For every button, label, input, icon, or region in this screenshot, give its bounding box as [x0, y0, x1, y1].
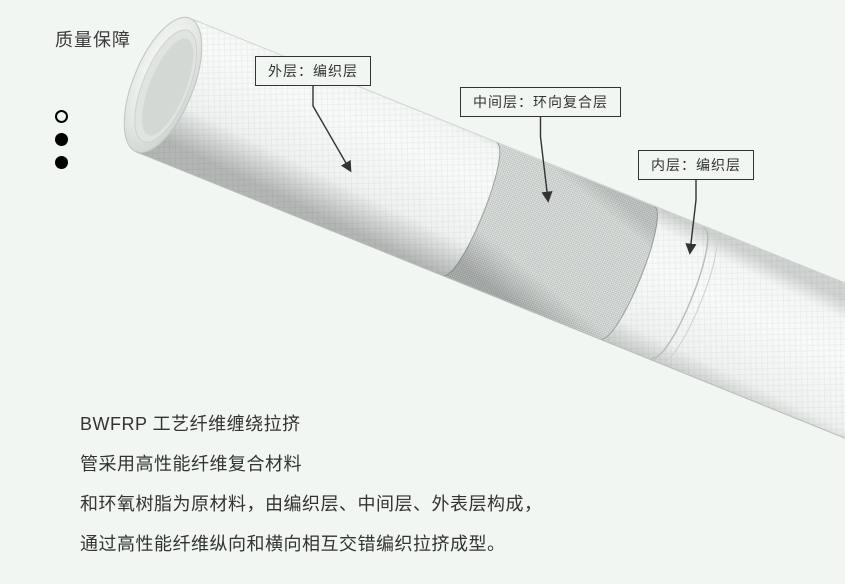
layer-label-inner: 内层：编织层 [638, 150, 754, 180]
description-line-2: 和环氧树脂为原材料，由编织层、中间层、外表层构成， [80, 484, 543, 524]
layer-label-middle: 中间层：环向复合层 [460, 87, 621, 117]
description-line-0: BWFRP 工艺纤维缠绕拉挤 [80, 404, 543, 444]
description-text: BWFRP 工艺纤维缠绕拉挤管采用高性能纤维复合材料和环氧树脂为原材料，由编织层… [80, 404, 543, 564]
description-line-3: 通过高性能纤维纵向和横向相互交错编织拉挤成型。 [80, 524, 543, 564]
description-line-1: 管采用高性能纤维复合材料 [80, 444, 543, 484]
layer-label-outer: 外层：编织层 [255, 56, 371, 86]
